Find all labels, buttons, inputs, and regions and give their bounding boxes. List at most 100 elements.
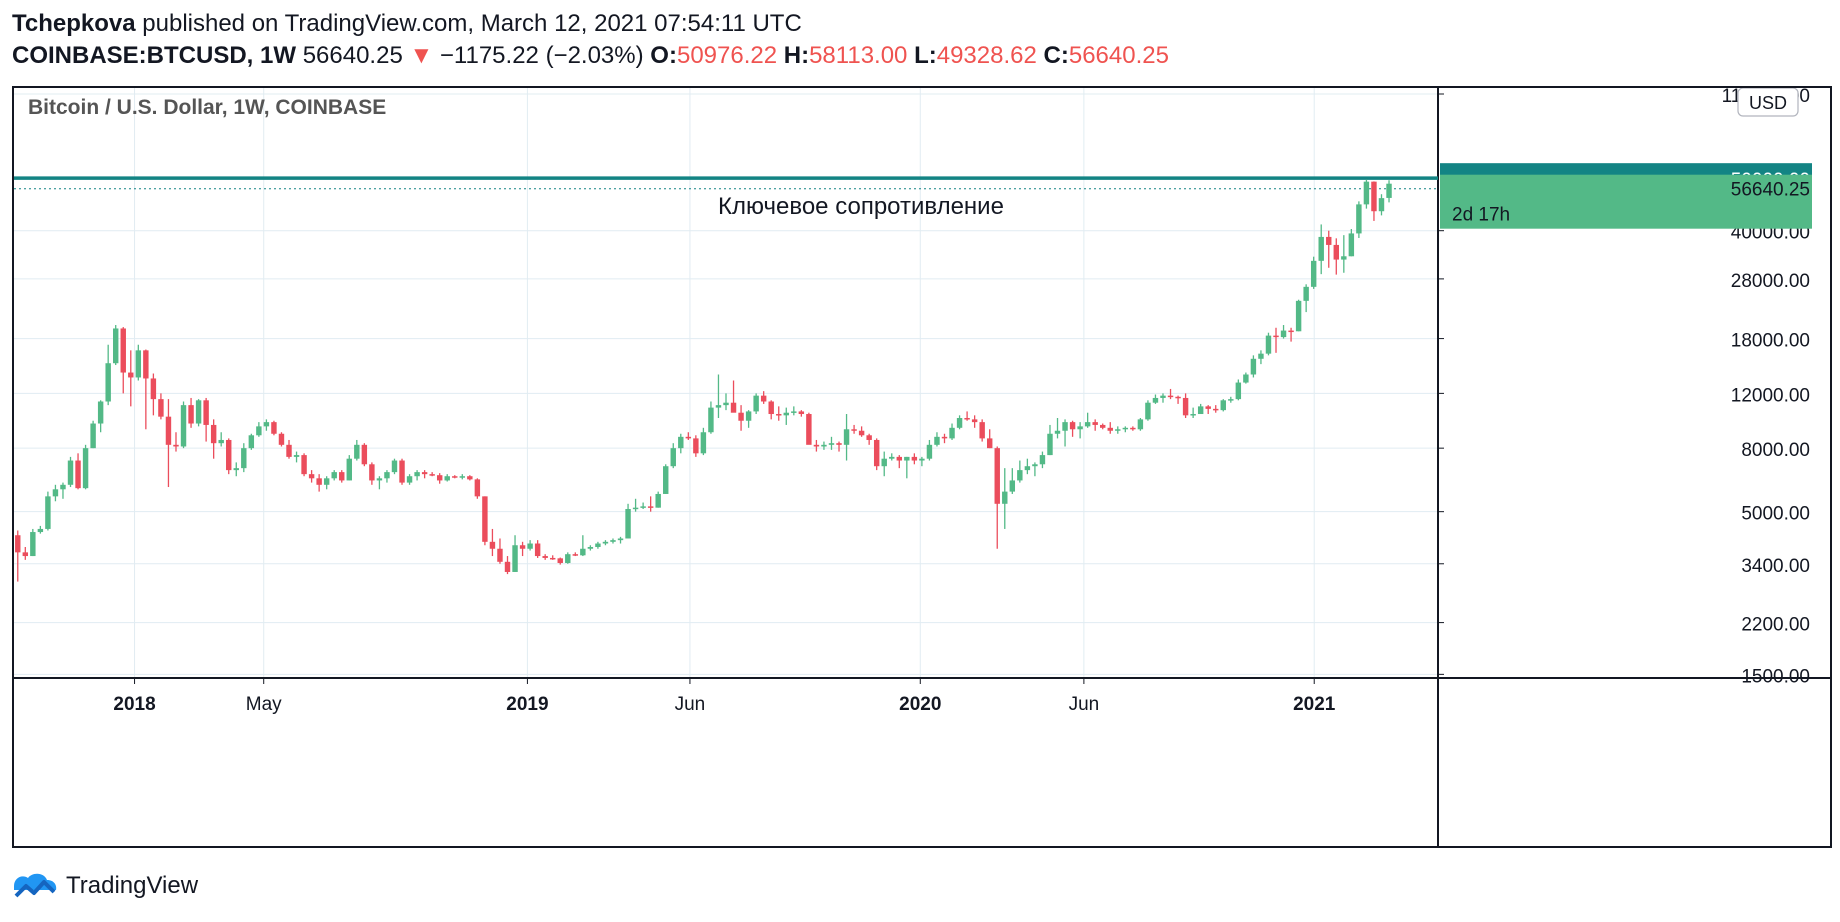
candle-down (1167, 388, 1174, 400)
candle-body (1160, 395, 1166, 398)
candle-up (565, 552, 571, 564)
candle-up (1197, 403, 1204, 415)
candle-body (30, 532, 36, 557)
open-value: 50976.22 (676, 42, 778, 69)
candle-body (406, 476, 413, 483)
candlestick-chart[interactable]: 110000.0040000.0028000.0018000.0012000.0… (14, 88, 1830, 846)
candle-body (896, 456, 903, 461)
candle-up (135, 344, 142, 381)
candle-body (90, 423, 96, 449)
candle-up (881, 451, 887, 477)
y-tick-label: 8000.00 (1741, 440, 1810, 461)
candle-up (30, 528, 36, 557)
candle-up (218, 432, 224, 447)
candle-down (399, 458, 405, 485)
candle-body (881, 458, 887, 467)
candle-body (1220, 400, 1226, 411)
candle-body (1009, 480, 1016, 492)
annotation-text: Ключевое сопротивление (718, 193, 1004, 220)
candle-body (1047, 433, 1053, 456)
author-name[interactable]: Tchepkova (12, 10, 136, 37)
candle-body (263, 422, 270, 427)
candle-body (45, 496, 51, 529)
candle-up (241, 443, 247, 473)
candle-body (452, 476, 458, 478)
candle-down (693, 435, 699, 457)
candle-up (625, 503, 631, 539)
candle-up (587, 545, 594, 551)
candle-body (1100, 424, 1106, 428)
candle-down (173, 432, 179, 452)
candle-up (90, 420, 96, 449)
candle-body (776, 414, 782, 416)
candle-body (527, 543, 533, 549)
candle-body (489, 541, 496, 549)
candle-down (489, 528, 496, 557)
candle-down (369, 462, 375, 485)
candle-up (1295, 299, 1302, 332)
candle-body (685, 436, 692, 439)
candle-down (467, 475, 473, 481)
candle-down (549, 555, 556, 560)
candle-down (143, 349, 149, 430)
candle-down (519, 541, 526, 557)
candle-body (1137, 419, 1144, 430)
x-tick-label: 2020 (899, 694, 941, 715)
candle-down (798, 410, 805, 417)
candle-body (15, 535, 21, 553)
candle-up (1303, 284, 1309, 313)
candle-body (421, 472, 428, 475)
candle-body (75, 460, 81, 489)
candle-down (813, 439, 820, 452)
low-label: L: (914, 42, 937, 69)
candle-up (904, 456, 910, 479)
candle-body (1273, 335, 1279, 338)
candle-up (444, 474, 450, 482)
currency-badge (1737, 88, 1799, 117)
candle-body (1130, 427, 1136, 430)
tradingview-logo-icon[interactable] (12, 872, 58, 900)
candle-body (1250, 358, 1257, 375)
candle-body (1213, 408, 1219, 411)
candle-up (1265, 332, 1272, 356)
candle-down (971, 415, 978, 428)
high-label: H: (783, 42, 810, 69)
candle-body (557, 558, 563, 563)
candle-body (1182, 397, 1189, 416)
candle-up (1122, 426, 1129, 433)
candle-down (271, 420, 277, 436)
candle-up (1378, 194, 1385, 216)
candle-body (180, 405, 187, 447)
candle-up (354, 439, 360, 461)
candle-body (135, 350, 142, 378)
candle-up (821, 441, 827, 450)
candle-body (979, 422, 985, 439)
candle-body (843, 429, 850, 445)
candle-down (308, 470, 315, 483)
candle-body (1303, 286, 1309, 301)
candle-body (60, 484, 66, 490)
footer-brand[interactable]: TradingView (66, 872, 199, 899)
candle-down (941, 433, 948, 444)
candle-down (452, 475, 458, 479)
candle-up (926, 439, 933, 461)
candle-body (195, 400, 202, 424)
candle-body (806, 414, 812, 445)
candle-up (949, 423, 955, 440)
candle-up (1258, 350, 1264, 365)
last-price-badge (1440, 174, 1812, 229)
candle-body (851, 429, 857, 431)
candle-body (1341, 256, 1347, 260)
candle-down (858, 426, 865, 437)
candle-body (602, 541, 609, 544)
candle-body (1145, 402, 1151, 420)
chart-frame[interactable]: 110000.0040000.0028000.0018000.0012000.0… (12, 86, 1832, 848)
candle-down (436, 473, 443, 484)
candle-down (203, 397, 209, 442)
candle-down (986, 429, 993, 449)
chart-header: Tchepkova published on TradingView.com, … (12, 8, 1512, 72)
candle-up (1235, 379, 1242, 401)
candle-body (745, 411, 752, 421)
candle-body (813, 444, 820, 447)
candle-down (128, 350, 134, 407)
